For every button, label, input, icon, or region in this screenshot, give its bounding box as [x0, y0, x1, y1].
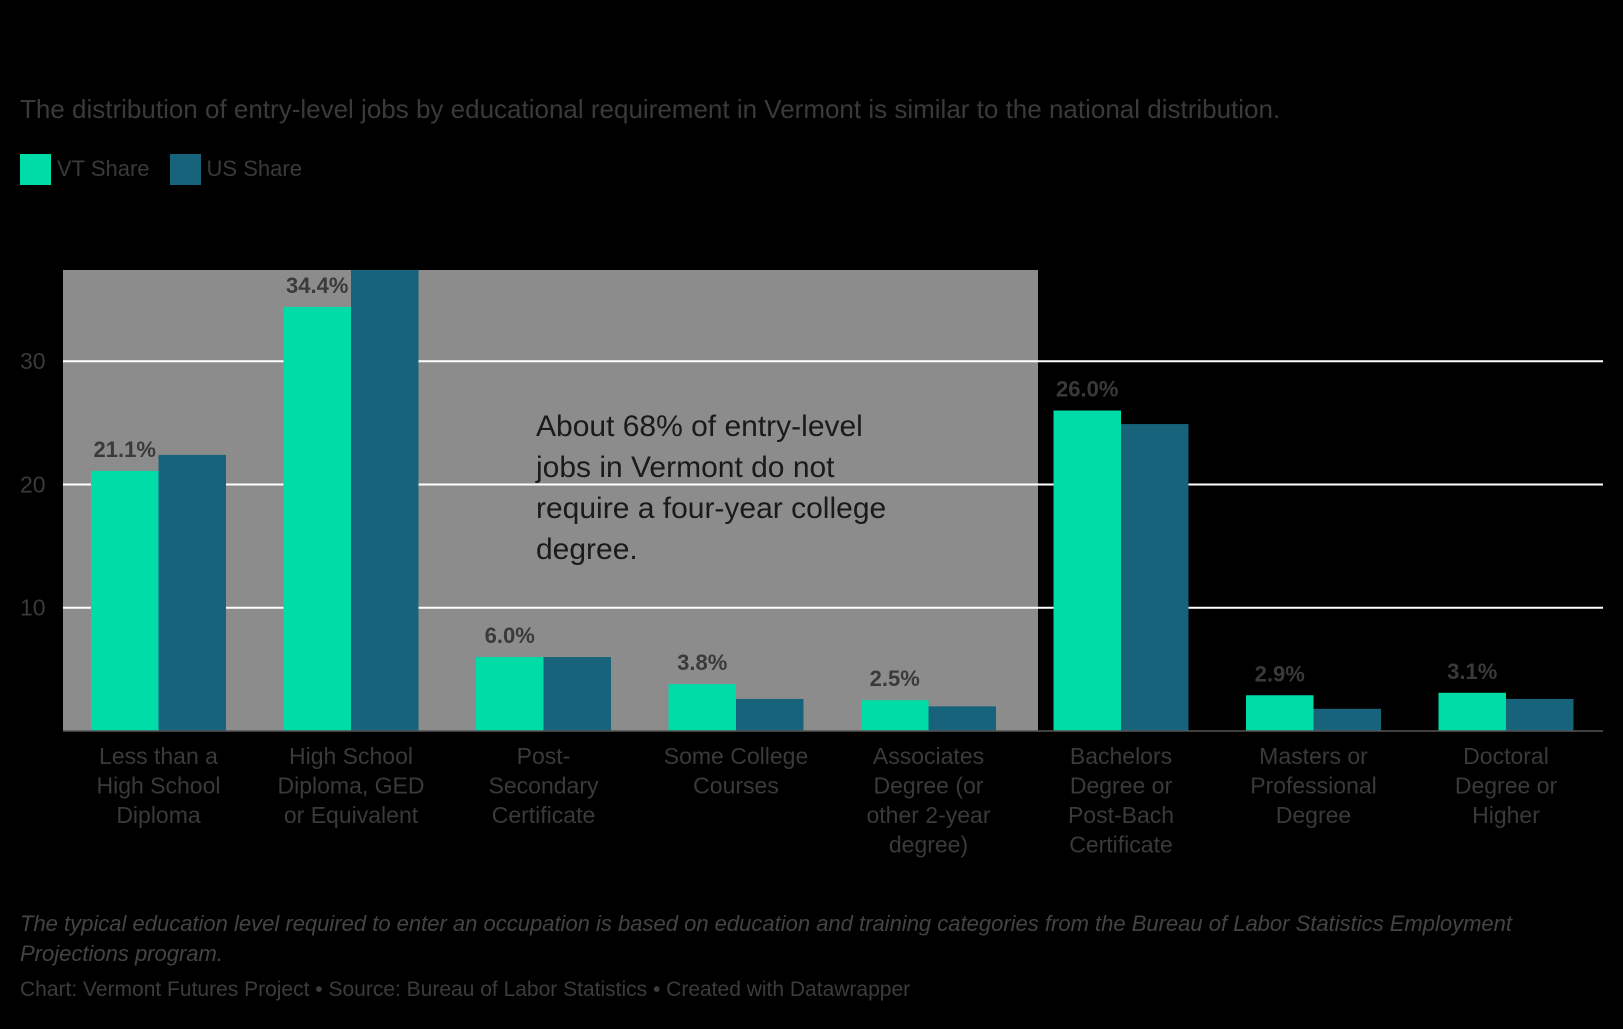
bar-chart: 10 20 30 21.1% 34.4% 6.0% 3.8% 2.5% 26.0% 2.9% 3.1… [20, 270, 1603, 858]
bar-us-7 [1506, 698, 1574, 731]
bar-us-5 [1121, 424, 1189, 731]
x-tick-label-2: Post-Secondary Certificate [489, 743, 599, 828]
bar-vt-3 [668, 684, 736, 731]
legend-swatch-vt [20, 153, 51, 185]
data-label-1: 34.4% [286, 273, 348, 298]
bar-vt-1 [283, 306, 351, 731]
bar-us-1 [351, 270, 419, 731]
y-tick-label-30: 30 [20, 348, 46, 374]
x-tick-label-0: Less than a High School Diploma [96, 743, 220, 828]
legend-item-us: US Share [169, 153, 302, 185]
bar-us-6 [1313, 708, 1381, 731]
bar-vt-5 [1053, 410, 1121, 731]
bar-us-2 [543, 657, 611, 731]
data-label-4: 2.5% [870, 666, 920, 691]
data-label-5: 26.0% [1056, 377, 1118, 402]
chart-credits: Chart: Vermont Futures Project • Source:… [20, 978, 911, 1001]
x-tick-label-5: Bachelors Degree or Post-Bach Certificate [1068, 743, 1174, 858]
legend-label-us: US Share [206, 156, 302, 181]
bar-us-0 [158, 454, 226, 731]
data-label-0: 21.1% [94, 437, 156, 462]
legend-label-vt: VT Share [57, 156, 150, 181]
legend-item-vt: VT Share [20, 153, 150, 185]
annotation-text: About 68% of entry-level jobs in Vermont … [535, 410, 886, 566]
data-label-7: 3.1% [1447, 659, 1497, 684]
bar-us-3 [736, 698, 804, 731]
x-tick-label-3: Some College Courses [664, 743, 808, 799]
bar-vt-7 [1438, 692, 1506, 731]
chart-notes: The typical education level required to … [20, 911, 1512, 966]
bar-vt-6 [1246, 695, 1314, 731]
x-tick-label-7: Doctoral Degree or Higher [1455, 743, 1558, 828]
bar-vt-0 [91, 470, 159, 731]
data-label-6: 2.9% [1255, 661, 1305, 686]
x-tick-label-1: High School Diploma, GED or Equivalent [278, 743, 425, 828]
bar-vt-4 [861, 700, 929, 731]
chart-title: The distribution of entry-level jobs by … [20, 94, 1281, 124]
y-tick-label-10: 10 [20, 595, 46, 621]
x-tick-label-4: Associates Degree (or other 2-year degree) [866, 743, 990, 858]
data-label-2: 6.0% [485, 623, 535, 648]
bar-us-4 [928, 706, 996, 731]
x-tick-label-6: Masters or Professional Degree [1250, 743, 1377, 828]
legend-swatch-us [169, 153, 201, 185]
y-tick-label-20: 20 [20, 471, 46, 497]
legend: VT Share US Share [20, 152, 322, 186]
bar-vt-2 [476, 657, 544, 731]
data-label-3: 3.8% [677, 650, 727, 675]
